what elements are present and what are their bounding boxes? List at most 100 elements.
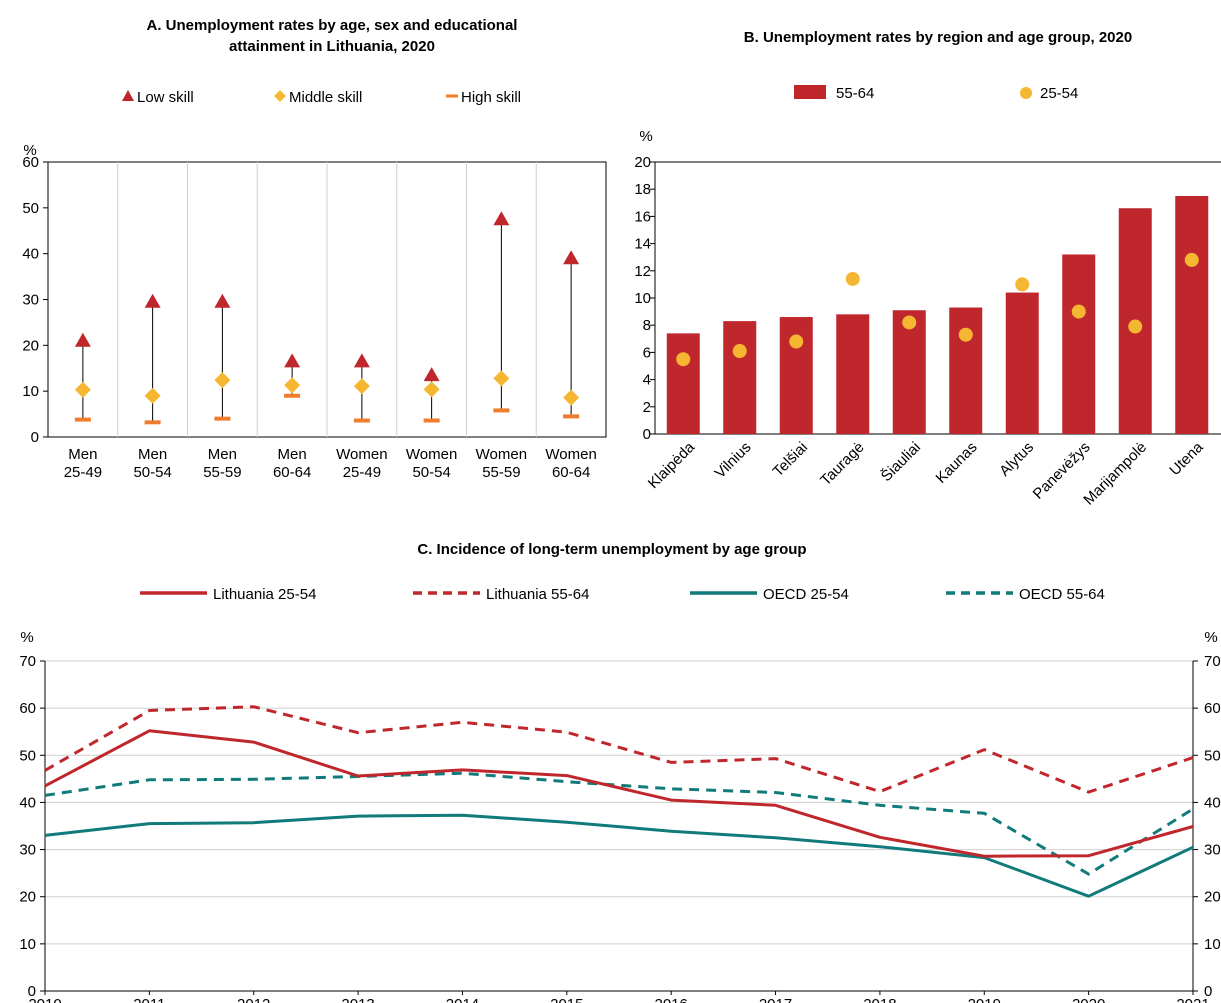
low-skill-point <box>214 293 231 308</box>
panel-c-y-unit-left: % <box>20 629 33 646</box>
panel-c-ytick-label-right: 50 <box>1204 747 1221 764</box>
panel-c-ytick-label-left: 50 <box>19 747 36 764</box>
region-dot <box>1015 277 1030 292</box>
legend-label-0: Low skill <box>137 89 194 106</box>
panel-c-ytick-label-left: 30 <box>19 842 36 859</box>
region-bar <box>836 314 870 434</box>
region-dot <box>732 344 747 359</box>
high-skill-point <box>423 418 440 423</box>
panel-b-ytick-label: 8 <box>643 317 651 334</box>
low-skill-point <box>284 353 301 368</box>
region-dot <box>789 334 804 349</box>
panel-c-xtick-label: 2014 <box>446 996 479 1003</box>
panel-b-y-unit: % <box>639 128 652 145</box>
legend-label-0: Lithuania 25-54 <box>213 586 316 603</box>
panel-c-xtick-label: 2017 <box>759 996 792 1003</box>
region-bar <box>723 321 757 434</box>
panel-a-xtick-label: 55-59 <box>482 464 520 481</box>
middle-skill-point <box>284 377 301 394</box>
panel-a-xtick-label: 25-49 <box>64 464 102 481</box>
panel-b-title: B. Unemployment rates by region and age … <box>744 29 1132 46</box>
panel-a-y-unit: % <box>23 142 36 159</box>
panel-b-xtick-label: Kaunas <box>933 439 981 487</box>
panel-c-ytick-label-right: 60 <box>1204 700 1221 717</box>
legend-label-1: Lithuania 55-64 <box>486 586 589 603</box>
panel-b-ytick-label: 0 <box>643 426 651 443</box>
panel-b-ytick-label: 16 <box>634 208 651 225</box>
legend-dash-icon <box>446 94 458 98</box>
panel-c-ytick-label-left: 10 <box>19 936 36 953</box>
panel-a-xtick-label: Women <box>406 446 457 463</box>
high-skill-point <box>214 416 231 421</box>
middle-skill-point <box>214 372 231 389</box>
middle-skill-point <box>493 370 510 387</box>
panel-b-xtick-label: Šiauliai <box>878 439 924 485</box>
panel-a-xtick-label: 50-54 <box>412 464 450 481</box>
panel-a-xtick-label: Men <box>138 446 167 463</box>
region-bar <box>1005 292 1039 434</box>
panel-a-xtick-label: 50-54 <box>133 464 171 481</box>
legend-label-2: OECD 25-54 <box>763 586 849 603</box>
high-skill-point <box>493 408 510 413</box>
legend-label-3: OECD 55-64 <box>1019 586 1105 603</box>
panel-c-xtick-label: 2016 <box>654 996 687 1003</box>
high-skill-point <box>284 393 301 398</box>
panel-c-ytick-label-left: 0 <box>28 983 36 1000</box>
legend-triangle-icon <box>122 90 134 101</box>
series-line-1 <box>44 705 1194 794</box>
region-dot <box>1184 252 1199 267</box>
panel-a-ytick-label: 30 <box>22 292 39 309</box>
panel-b-xtick-label: Klaipėda <box>645 438 699 492</box>
panel-b-ytick-label: 6 <box>643 344 651 361</box>
region-dot <box>1128 319 1143 334</box>
panel-a-xtick-label: Men <box>68 446 97 463</box>
series-line-0 <box>44 729 1194 858</box>
panel-a-ytick-label: 40 <box>22 246 39 263</box>
panel-a-xtick-label: Women <box>545 446 596 463</box>
low-skill-point <box>144 293 161 308</box>
panel-c-xtick-label: 2011 <box>133 996 165 1003</box>
panel-a-xtick-label: 55-59 <box>203 464 241 481</box>
panel-c-xtick-label: 2012 <box>237 996 270 1003</box>
panel-b-ytick-label: 4 <box>643 372 651 389</box>
panel-c-xtick-label: 2013 <box>341 996 374 1003</box>
low-skill-point <box>353 353 370 368</box>
panel-b-xtick-label: Telšiai <box>770 439 811 480</box>
panel-c-ytick-label-right: 70 <box>1204 653 1221 670</box>
middle-skill-point <box>423 381 440 398</box>
panel-a-xtick-label: Women <box>336 446 387 463</box>
legend-dot-icon <box>1020 87 1032 99</box>
middle-skill-point <box>353 378 370 395</box>
region-dot <box>845 271 860 286</box>
series-line-3 <box>44 771 1194 876</box>
panel-c-xtick-label: 2021 <box>1176 996 1209 1003</box>
panel-a-xtick-label: Men <box>278 446 307 463</box>
panel-a-ytick-label: 0 <box>31 429 39 446</box>
legend-label-55-64: 55-64 <box>836 85 874 102</box>
panel-a: A. Unemployment rates by age, sex and ed… <box>22 17 607 481</box>
panel-c-ytick-label-right: 40 <box>1204 794 1221 811</box>
region-dot <box>676 352 691 367</box>
panel-c-xtick-label: 2018 <box>863 996 896 1003</box>
panel-a-ytick-label: 10 <box>22 383 39 400</box>
panel-c-xtick-label: 2015 <box>550 996 583 1003</box>
panel-c-ytick-label-right: 30 <box>1204 842 1221 859</box>
panel-c-ytick-label-right: 20 <box>1204 889 1221 906</box>
region-bar <box>949 307 983 434</box>
low-skill-point <box>74 332 91 347</box>
panel-a-xtick-label: 25-49 <box>343 464 381 481</box>
panel-c-title: C. Incidence of long-term unemployment b… <box>417 541 806 558</box>
legend-bar-icon <box>794 85 826 99</box>
region-bar <box>1062 254 1096 434</box>
panel-c-ytick-label-right: 0 <box>1204 983 1212 1000</box>
region-dot <box>1071 304 1086 319</box>
panel-c-xtick-label: 2019 <box>968 996 1001 1003</box>
region-dot <box>958 327 973 342</box>
panel-c-xtick-label: 2010 <box>28 996 61 1003</box>
legend-label-2: High skill <box>461 89 521 106</box>
middle-skill-point <box>563 389 580 406</box>
panel-a-title-line-1: A. Unemployment rates by age, sex and ed… <box>147 17 518 34</box>
region-bar <box>892 310 926 434</box>
